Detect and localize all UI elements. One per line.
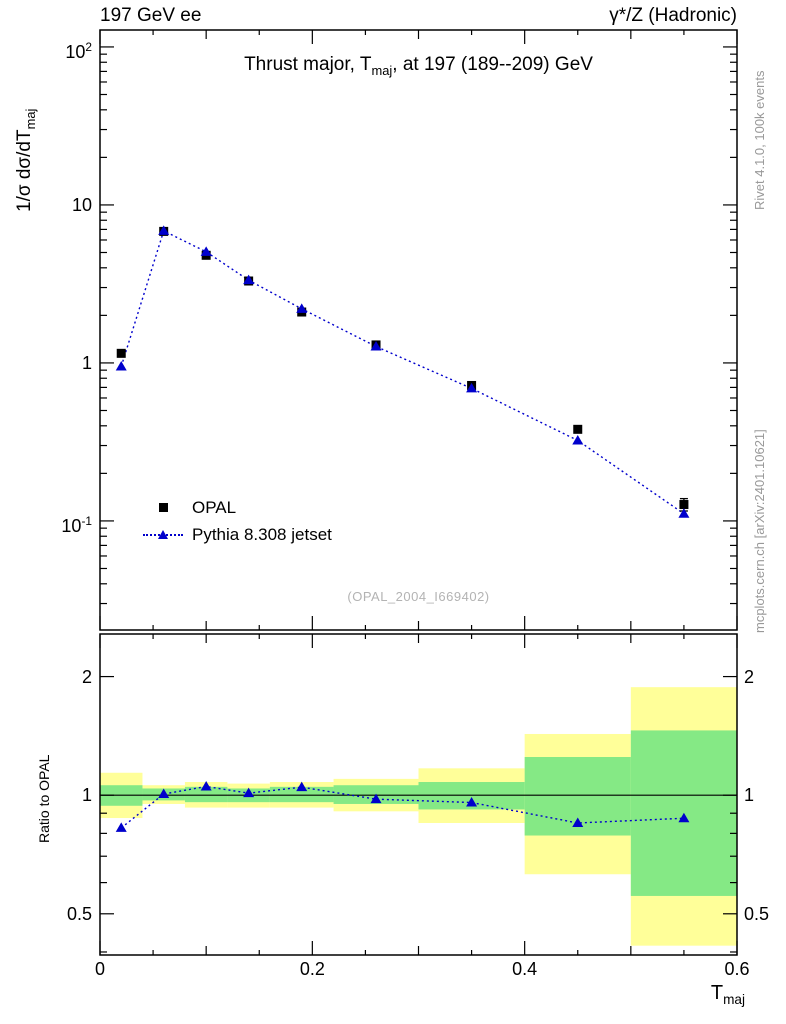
rivet-version-text: Rivet 4.1.0, 100k events	[752, 70, 767, 210]
square-marker-icon	[142, 498, 184, 518]
legend: OPAL Pythia 8.308 jetset	[142, 494, 332, 548]
plot-title-suffix: , at 197 (189--209) GeV	[392, 54, 593, 75]
ratio-y-tick-label-right: 0.5	[744, 903, 770, 924]
ratio-y-tick-label-right: 2	[744, 666, 755, 687]
y-axis-label-subscript: maj	[22, 108, 38, 130]
x-axis-label-subscript: maj	[723, 992, 745, 1007]
mcplots-reference-text: mcplots.cern.ch [arXiv:2401.10621]	[752, 429, 767, 633]
y-tick-label: 10-1	[61, 513, 92, 536]
plot-title-subscript: maj	[371, 62, 393, 78]
header-process: γ*/Z (Hadronic)	[609, 5, 737, 26]
ratio-y-tick-label-right: 1	[744, 785, 755, 806]
ratio-y-tick-label-left: 2	[81, 666, 92, 687]
plot-title-text: Thrust major, T	[244, 54, 372, 75]
y-tick-label: 1	[81, 352, 92, 373]
ratio-y-tick-label-left: 0.5	[66, 903, 92, 924]
x-tick-label: 0	[94, 959, 105, 979]
x-axis-label-text: T	[710, 982, 724, 1004]
legend-label-data: OPAL	[192, 497, 237, 517]
x-axis-label: Tmaj	[640, 982, 745, 1007]
header-beam-energy: 197 GeV ee	[100, 5, 202, 26]
legend-item-mc: Pythia 8.308 jetset	[142, 521, 332, 548]
triangle-dotted-line-icon	[142, 525, 184, 545]
plot-title: Thrust major, Tmaj, at 197 (189--209) Ge…	[100, 54, 737, 78]
x-tick-label: 0.4	[512, 959, 538, 979]
x-tick-label: 0.2	[299, 959, 325, 979]
y-tick-label: 102	[65, 39, 92, 62]
ratio-y-tick-label-left: 1	[81, 785, 92, 806]
legend-label-mc: Pythia 8.308 jetset	[192, 524, 332, 544]
y-tick-label: 10	[71, 194, 92, 215]
legend-item-data: OPAL	[142, 494, 332, 521]
analysis-id-watermark: (OPAL_2004_I669402)	[347, 589, 490, 604]
x-tick-label: 0.6	[724, 959, 750, 979]
